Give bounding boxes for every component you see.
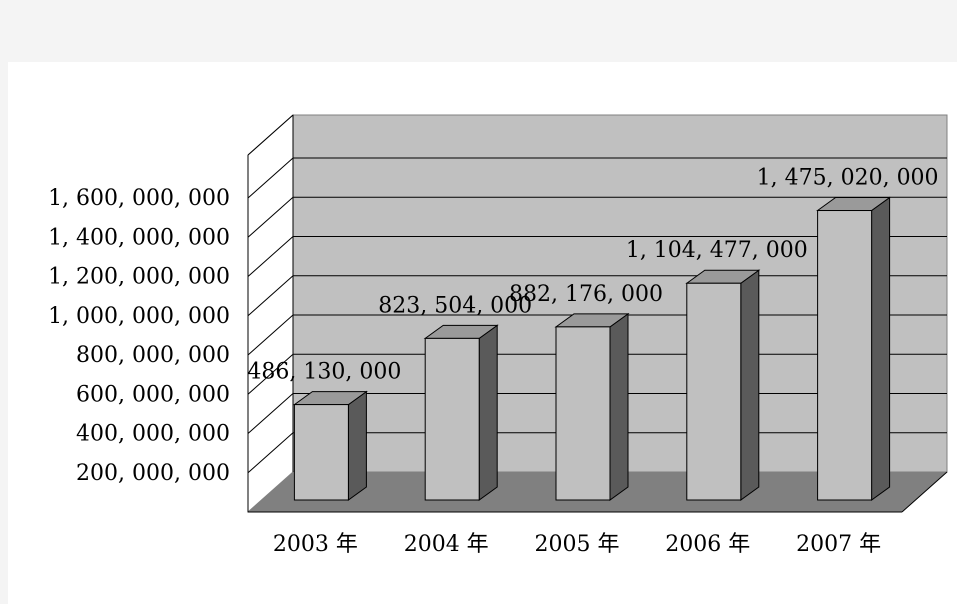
x-tick-label: 2006 年 [665,532,750,557]
y-tick-label: 1, 400, 000, 000 [48,225,230,250]
x-tick-label: 2007 年 [796,532,881,557]
y-tick-label: 1, 600, 000, 000 [48,186,230,211]
bar [424,337,480,501]
gridline-side [247,275,294,317]
data-label: 823, 504, 000 [378,293,532,318]
data-label: 486, 130, 000 [247,360,401,385]
bar [817,210,873,501]
data-label: 1, 475, 020, 000 [757,166,939,191]
gridline-side [247,196,294,238]
gridline-side [247,157,294,199]
y-tick-label: 400, 000, 000 [76,422,230,447]
y-tick-label: 600, 000, 000 [76,382,230,407]
bar-side [478,324,498,501]
y-tick-label: 1, 200, 000, 000 [48,265,230,290]
gridline-side [247,314,294,356]
y-tick-label: 200, 000, 000 [76,461,230,486]
bar-side [347,390,367,501]
y-tick-label: 800, 000, 000 [76,343,230,368]
bar-side [740,269,760,501]
x-tick-label: 2004 年 [404,532,489,557]
y-tick-label: 1, 000, 000, 000 [48,304,230,329]
bar-side [871,196,891,501]
gridline-side [247,236,294,277]
gridline-side [247,432,294,474]
bar [686,282,742,501]
data-label: 1, 104, 477, 000 [626,238,808,263]
gridline-side [247,353,294,395]
x-tick-label: 2003 年 [273,532,358,557]
bar [293,404,349,501]
data-label: 882, 176, 000 [509,282,663,307]
bar [555,326,611,501]
bar-side [609,312,629,501]
top-edge [247,114,294,156]
gridline-side [247,393,294,434]
floor-edge [901,471,948,513]
x-tick-label: 2005 年 [535,532,620,557]
